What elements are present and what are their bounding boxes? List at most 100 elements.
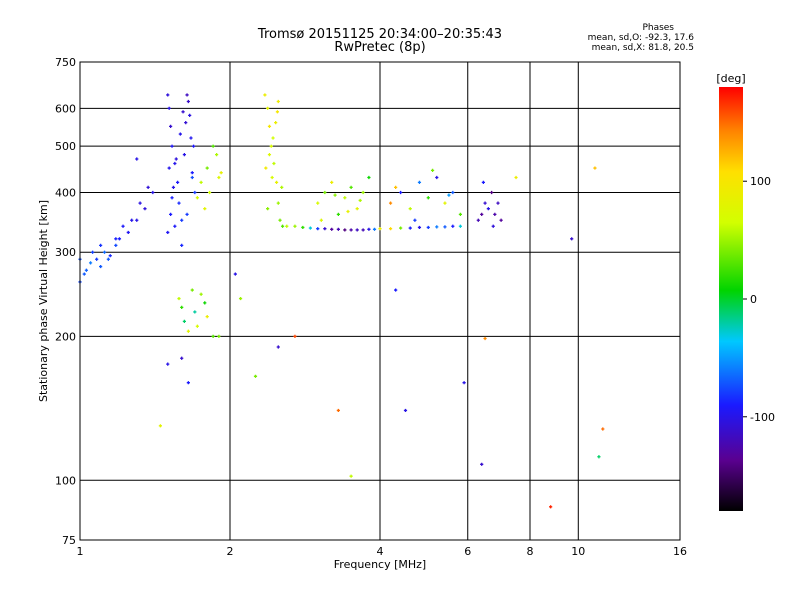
data-point [184, 121, 188, 125]
data-point [435, 175, 439, 180]
data-point [367, 227, 371, 231]
y-tick-label: 750 [55, 56, 76, 69]
data-point [138, 201, 142, 205]
data-point [388, 201, 393, 205]
data-point [180, 243, 184, 248]
data-point [176, 180, 180, 184]
data-point [219, 171, 223, 175]
data-point [170, 196, 174, 200]
data-point [451, 224, 455, 228]
data-point [349, 228, 353, 232]
x-tick-label: 10 [571, 545, 585, 558]
data-point [346, 209, 350, 214]
colorbar-tick-label: 100 [750, 175, 771, 188]
data-point [394, 288, 398, 292]
data-point [99, 243, 103, 248]
data-point [203, 207, 207, 211]
data-point [336, 408, 340, 413]
data-point [199, 180, 203, 184]
data-point [167, 106, 171, 110]
data-point [114, 243, 118, 248]
data-point [217, 334, 221, 338]
data-point [496, 201, 500, 205]
data-point [215, 153, 219, 157]
data-point [189, 136, 193, 140]
data-point [272, 161, 276, 166]
data-point [274, 121, 278, 125]
y-tick-label: 100 [55, 474, 76, 487]
colorbar-ticks: 100 0 -100 [743, 175, 775, 424]
data-point [490, 190, 494, 195]
data-point [293, 224, 297, 228]
data-point [275, 110, 280, 114]
data-point [443, 225, 447, 229]
data-point [186, 99, 190, 104]
data-point [169, 124, 173, 128]
data-point [514, 175, 518, 180]
y-tick-label: 300 [55, 246, 76, 259]
data-point [413, 218, 417, 222]
grid-lines [80, 62, 680, 540]
data-point [169, 212, 173, 216]
data-point [276, 201, 280, 205]
x-tick-label: 8 [527, 545, 534, 558]
y-tick-label: 400 [55, 186, 76, 199]
data-point [447, 193, 451, 197]
data-point [280, 185, 284, 189]
x-tick-label: 4 [377, 545, 384, 558]
data-point [195, 196, 199, 200]
data-point [267, 153, 272, 157]
data-point [166, 362, 170, 366]
data-point [205, 315, 209, 319]
data-point [117, 237, 122, 241]
y-tick-label: 75 [62, 534, 76, 547]
data-point [417, 225, 422, 230]
data-point [186, 381, 190, 385]
data-point [483, 201, 487, 205]
data-point [280, 224, 285, 228]
data-point [458, 212, 463, 216]
data-point [480, 462, 484, 466]
data-point [195, 324, 199, 328]
data-point [146, 185, 150, 189]
data-point [276, 99, 280, 104]
data-point [271, 136, 275, 140]
data-point [481, 180, 485, 184]
chart-subtitle: RwPretec (8p) [334, 40, 426, 55]
data-point [88, 261, 93, 265]
data-point [126, 230, 130, 235]
data-point [399, 226, 403, 230]
data-point [191, 144, 196, 148]
y-tick-label: 200 [55, 330, 76, 343]
data-point [316, 201, 320, 205]
data-point [493, 212, 497, 216]
colorbar-tick-label: 0 [750, 293, 757, 306]
data-point [426, 196, 430, 200]
data-point [174, 157, 178, 161]
data-point [570, 237, 574, 241]
data-point [217, 175, 221, 180]
data-point [167, 166, 171, 170]
data-point [177, 296, 181, 301]
data-point [597, 455, 601, 459]
data-point [180, 305, 184, 309]
data-point [91, 250, 95, 254]
data-point [483, 336, 487, 341]
data-point [403, 408, 408, 413]
data-points [78, 93, 605, 509]
data-point [355, 228, 359, 232]
data-point [319, 218, 323, 222]
data-point [358, 198, 362, 203]
data-point [399, 190, 403, 195]
data-point [274, 180, 279, 184]
data-point [158, 424, 163, 428]
data-point [166, 93, 170, 97]
data-point [143, 207, 147, 211]
data-point [430, 168, 435, 172]
data-point [188, 113, 192, 117]
data-point [171, 185, 176, 189]
data-point [253, 374, 258, 378]
data-point [378, 227, 382, 231]
data-point [388, 227, 393, 231]
data-point [426, 225, 430, 230]
